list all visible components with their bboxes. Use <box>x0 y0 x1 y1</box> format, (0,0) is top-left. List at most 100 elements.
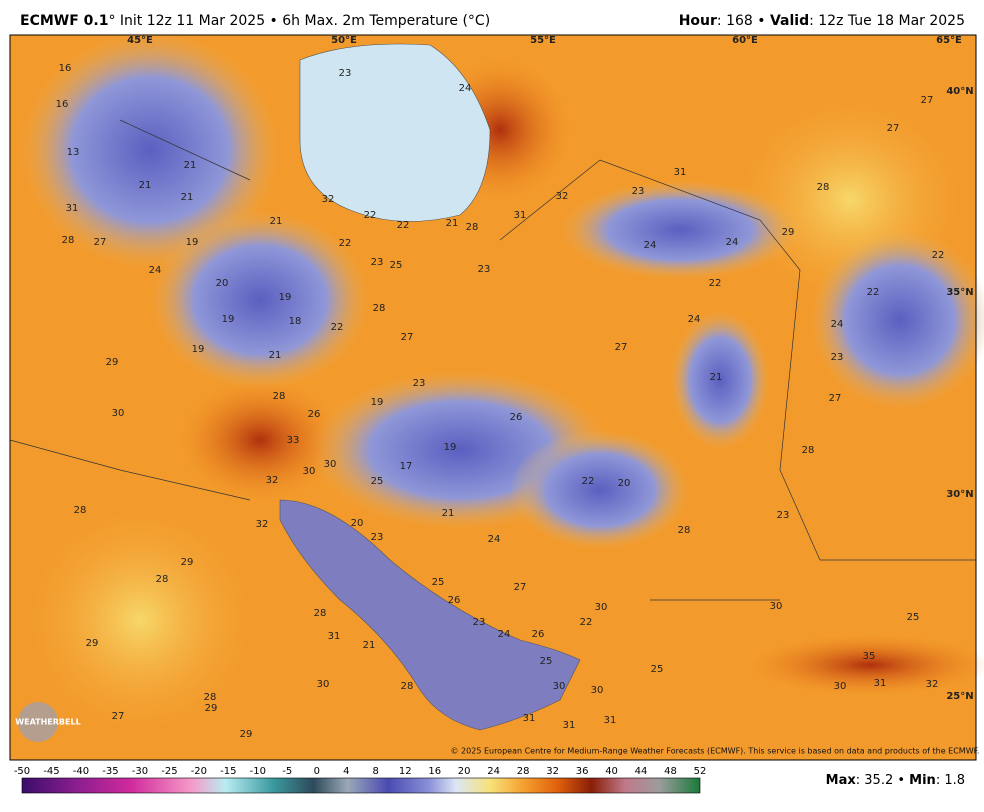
valid-label: Valid <box>770 13 809 29</box>
colorbar-tick-label: 4 <box>343 766 349 777</box>
temperature-label: 30 <box>553 681 566 692</box>
colorbar-tick-label: 12 <box>399 766 412 777</box>
temperature-label: 25 <box>371 476 384 487</box>
colorbar-tick-label: -40 <box>73 766 89 777</box>
temperature-label: 22 <box>339 238 352 249</box>
temperature-label: 16 <box>56 99 69 110</box>
temperature-label: 28 <box>802 445 815 456</box>
temperature-label: 27 <box>514 582 527 593</box>
temperature-label: 22 <box>932 250 945 261</box>
subtitle: ° Init 12z 11 Mar 2025 • 6h Max. 2m Temp… <box>108 13 490 29</box>
temperature-label: 21 <box>270 216 283 227</box>
colorbar-tick-label: -35 <box>102 766 118 777</box>
temperature-label: 31 <box>66 203 79 214</box>
colorbar-tick-label: 36 <box>576 766 589 777</box>
grid-label: 60°E <box>732 35 758 46</box>
temperature-label: 23 <box>339 68 352 79</box>
temperature-label: 24 <box>726 237 739 248</box>
temperature-label: 24 <box>498 629 511 640</box>
temperature-label: 24 <box>831 319 844 330</box>
temperature-label: 30 <box>303 466 316 477</box>
min: : 1.8 <box>936 773 965 788</box>
temperature-label: 23 <box>478 264 491 275</box>
temperature-label: 23 <box>777 510 790 521</box>
temperature-label: 19 <box>371 397 384 408</box>
colorbar-tick-label: -25 <box>161 766 177 777</box>
temperature-label: 32 <box>256 519 269 530</box>
temperature-label: 32 <box>926 679 939 690</box>
temperature-label: 30 <box>770 601 783 612</box>
colorbar-tick-label: -15 <box>220 766 236 777</box>
temperature-label: 31 <box>328 631 341 642</box>
temperature-label: 18 <box>289 316 302 327</box>
temperature-label: 35 <box>863 651 876 662</box>
colorbar-tick-label: -10 <box>250 766 266 777</box>
temperature-label: 26 <box>532 629 545 640</box>
temperature-label: 16 <box>59 63 72 74</box>
temperature-label: 25 <box>907 612 920 623</box>
grid-label: 35°N <box>946 287 973 298</box>
map-field <box>9 30 984 740</box>
temperature-label: 31 <box>604 715 617 726</box>
temperature-label: 31 <box>674 167 687 178</box>
temperature-label: 29 <box>782 227 795 238</box>
colorbar-tick-label: 32 <box>546 766 559 777</box>
colorbar-tick-label: -50 <box>14 766 30 777</box>
colorbar <box>21 777 701 794</box>
temperature-label: 25 <box>540 656 553 667</box>
temperature-label: 28 <box>466 222 479 233</box>
temperature-label: 28 <box>314 608 327 619</box>
temperature-label: 21 <box>446 218 459 229</box>
temperature-label: 29 <box>181 557 194 568</box>
temperature-label: 23 <box>371 532 384 543</box>
temperature-label: 21 <box>269 350 282 361</box>
temperature-label: 28 <box>401 681 414 692</box>
colorbar-tick-label: 24 <box>487 766 500 777</box>
valid: : 12z Tue 18 Mar 2025 <box>809 13 965 29</box>
colorbar-tick-label: -45 <box>43 766 59 777</box>
temperature-label: 23 <box>831 352 844 363</box>
temperature-label: 27 <box>112 711 125 722</box>
temperature-label: 21 <box>184 160 197 171</box>
temperature-label: 32 <box>322 194 335 205</box>
temperature-label: 19 <box>192 344 205 355</box>
colorbar-tick-label: -20 <box>191 766 207 777</box>
colorbar-tick-label: 28 <box>517 766 530 777</box>
temperature-label: 24 <box>488 534 501 545</box>
temperature-label: 29 <box>86 638 99 649</box>
colorbar-tick-label: 40 <box>605 766 618 777</box>
temperature-label: 33 <box>287 435 300 446</box>
hour: : 168 • <box>717 13 770 29</box>
temperature-label: 28 <box>678 525 691 536</box>
temperature-label: 31 <box>563 720 576 731</box>
temperature-label: 23 <box>413 378 426 389</box>
temperature-label: 31 <box>523 713 536 724</box>
temperature-label: 26 <box>448 595 461 606</box>
colorbar-tick-label: 48 <box>664 766 677 777</box>
temperature-label: 28 <box>74 505 87 516</box>
temperature-label: 19 <box>279 292 292 303</box>
temperature-label: 22 <box>331 322 344 333</box>
temperature-label: 29 <box>205 703 218 714</box>
grid-label: 65°E <box>936 35 962 46</box>
hour-label: Hour <box>679 13 717 29</box>
temperature-label: 25 <box>651 664 664 675</box>
colorbar-tick-label: 8 <box>373 766 379 777</box>
temperature-label: 27 <box>829 393 842 404</box>
temperature-label: 30 <box>112 408 125 419</box>
temperature-label: 22 <box>582 476 595 487</box>
temperature-label: 26 <box>308 409 321 420</box>
temperature-label: 32 <box>266 475 279 486</box>
temperature-label: 17 <box>400 461 413 472</box>
temperature-label: 20 <box>351 518 364 529</box>
grid-label: 45°E <box>127 35 153 46</box>
colorbar-tick-label: 52 <box>694 766 707 777</box>
temperature-label: 21 <box>363 640 376 651</box>
temperature-label: 20 <box>618 478 631 489</box>
temperature-label: 23 <box>632 186 645 197</box>
temperature-label: 24 <box>149 265 162 276</box>
temperature-label: 23 <box>473 617 486 628</box>
colorbar-tick-label: 0 <box>314 766 320 777</box>
colorbar-ticks: -50 -45 -40 -35 -30 -25 -20 -15 -10 -5 0 4 8 12 16 20 24… <box>14 766 707 777</box>
grid-label: 30°N <box>946 489 973 500</box>
